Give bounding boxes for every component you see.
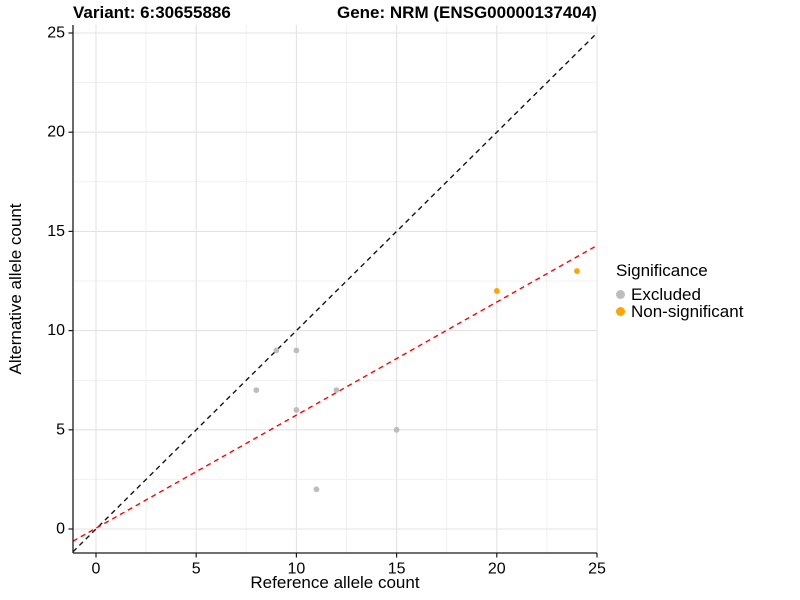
legend-label-non-significant: Non-significant bbox=[631, 301, 744, 321]
data-point-non-significant bbox=[493, 288, 500, 294]
x-tick-label: 15 bbox=[388, 560, 406, 577]
x-tick-label: 0 bbox=[92, 560, 101, 577]
legend: Significance Excluded Non-significant bbox=[616, 261, 800, 321]
non-significant-swatch-icon bbox=[616, 307, 625, 316]
variant-title: Variant: 6:30655886 bbox=[73, 3, 231, 22]
data-point-excluded bbox=[273, 347, 280, 354]
x-tick-label: 20 bbox=[488, 560, 506, 577]
data-point-excluded bbox=[293, 407, 300, 413]
data-point-excluded bbox=[313, 486, 320, 493]
x-tick-label: 5 bbox=[192, 560, 201, 577]
x-tick-label: 25 bbox=[588, 560, 606, 577]
legend-label-excluded: Excluded bbox=[631, 284, 701, 304]
y-tick-label: 0 bbox=[56, 521, 65, 538]
excluded-swatch-icon bbox=[616, 290, 625, 299]
y-tick-label: 20 bbox=[47, 124, 65, 141]
y-axis-title: Alternative allele count bbox=[6, 203, 25, 375]
y-tick-label: 10 bbox=[47, 322, 65, 339]
identity-line bbox=[72, 32, 598, 553]
legend-item-non-significant: Non-significant bbox=[616, 301, 800, 321]
y-tick-label: 5 bbox=[56, 421, 65, 438]
fit-line bbox=[72, 244, 598, 542]
data-point-excluded bbox=[293, 347, 300, 354]
gene-title: Gene: NRM (ENSG00000137404) bbox=[337, 3, 597, 22]
x-axis-title: Reference allele count bbox=[250, 573, 420, 592]
legend-title: Significance bbox=[616, 261, 708, 280]
legend-item-excluded: Excluded bbox=[616, 284, 800, 304]
x-tick-label: 10 bbox=[288, 560, 306, 577]
data-point-excluded bbox=[393, 426, 400, 433]
data-point-excluded bbox=[253, 387, 260, 394]
y-tick-label: 15 bbox=[47, 223, 65, 240]
y-tick-label: 25 bbox=[47, 25, 65, 42]
data-point-excluded bbox=[333, 387, 340, 394]
data-point-non-significant bbox=[574, 268, 580, 274]
